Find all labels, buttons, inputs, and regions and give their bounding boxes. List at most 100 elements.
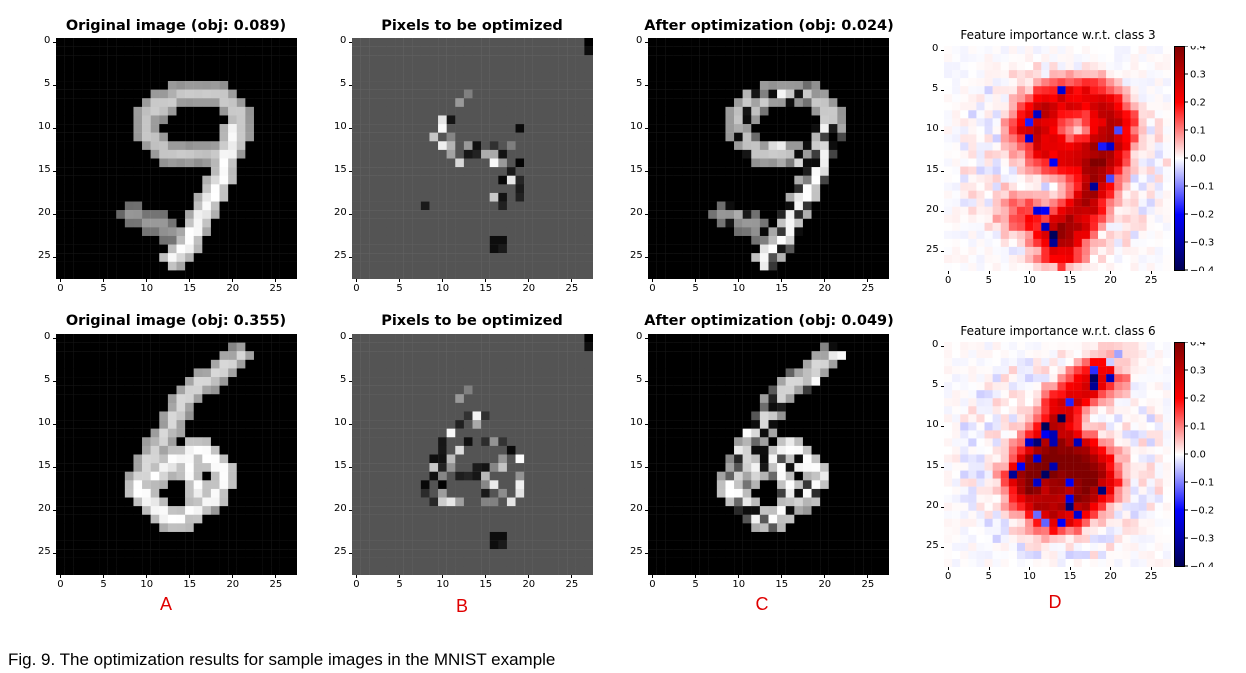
pixel [472, 428, 482, 438]
pixel [541, 480, 551, 490]
pixel [271, 531, 280, 541]
pixel [777, 235, 786, 245]
pixel [794, 402, 804, 412]
pixel [691, 192, 700, 202]
pixel [116, 557, 126, 567]
pixel [820, 394, 829, 404]
pixel [472, 359, 482, 369]
pixel [124, 411, 134, 421]
pixel [785, 175, 795, 185]
pixel [245, 506, 255, 515]
pixel [716, 377, 726, 386]
pixel [228, 445, 237, 455]
pixel [420, 115, 430, 125]
pixel [185, 132, 194, 142]
pixel [558, 394, 568, 404]
pixel [210, 402, 220, 412]
pixel [236, 359, 246, 369]
pixel [498, 402, 508, 412]
pixel [271, 158, 280, 168]
pixel [210, 210, 220, 219]
pixel [185, 420, 194, 429]
pixel [412, 149, 422, 159]
pixel [403, 253, 413, 262]
pixel [412, 261, 422, 271]
heat-cell [1138, 230, 1147, 240]
heat-cell [1106, 182, 1115, 191]
pixel [279, 192, 289, 202]
heat-cell [1122, 150, 1131, 159]
heat-cell [944, 46, 953, 55]
pixel [420, 445, 430, 455]
pixel [245, 270, 255, 279]
pixel [352, 488, 361, 498]
pixel [219, 201, 229, 211]
pixel [99, 506, 108, 515]
pixel [489, 158, 499, 168]
pixel [524, 184, 533, 194]
pixel [271, 471, 280, 481]
pixel [202, 63, 212, 73]
pixel [549, 497, 559, 507]
pixel [854, 244, 864, 254]
pixel [150, 132, 160, 142]
pixel [584, 411, 593, 421]
pixel [751, 385, 761, 395]
pixel [751, 158, 761, 168]
heat-cell [1016, 86, 1026, 95]
pixel [386, 454, 396, 464]
pixel [202, 38, 212, 47]
pixel [751, 55, 761, 64]
pixel [245, 244, 255, 254]
pixel [133, 98, 143, 108]
heat-cell [952, 182, 961, 191]
pixel [682, 368, 692, 378]
heat-cell [1025, 94, 1034, 103]
pixel [665, 334, 674, 343]
pixel [734, 72, 743, 82]
pixel [420, 420, 430, 429]
pixel [802, 402, 812, 412]
heat-cell [1000, 246, 1010, 256]
pixel [202, 566, 212, 575]
pixel [99, 158, 108, 168]
pixel [455, 106, 465, 116]
pixel [498, 488, 508, 498]
heat-cell [960, 102, 969, 111]
pixel [193, 38, 203, 47]
pixel [811, 351, 821, 360]
pixel [107, 411, 117, 421]
pixel [682, 132, 692, 142]
heat-cell [976, 174, 985, 183]
pixel [524, 394, 533, 404]
pixel [245, 385, 255, 395]
pixel [73, 149, 82, 159]
pixel [271, 488, 280, 498]
pixel [768, 201, 778, 211]
pixel [360, 377, 370, 386]
pixel [820, 115, 829, 125]
pixel [575, 235, 585, 245]
pixel [575, 98, 585, 108]
heat-cell [944, 238, 953, 248]
pixel [656, 192, 666, 202]
heat-cell [1008, 94, 1018, 103]
pixel [532, 351, 542, 360]
pixel [794, 218, 804, 228]
pixel [811, 158, 821, 168]
heat-cell [1122, 142, 1131, 151]
pixel [532, 411, 542, 421]
pixel [403, 38, 413, 47]
pixel [279, 523, 289, 533]
pixel [863, 184, 872, 194]
heat-cell [1073, 86, 1082, 95]
pixel [288, 132, 297, 142]
pixel [768, 261, 778, 271]
pixel [236, 549, 246, 558]
pixel [734, 98, 743, 108]
pixel [99, 89, 108, 99]
pixel [245, 566, 255, 575]
pixel [481, 55, 490, 64]
pixel [802, 115, 812, 125]
pixel [489, 445, 499, 455]
